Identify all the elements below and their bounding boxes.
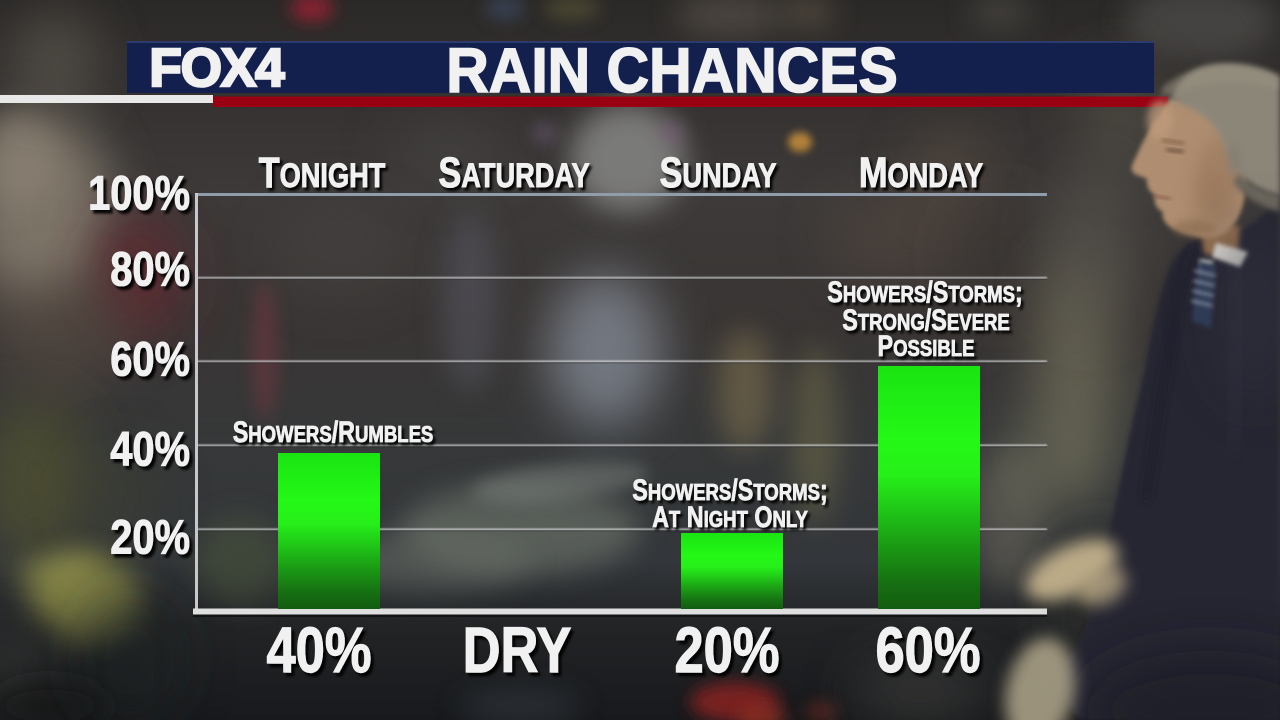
svg-text:TONIGHT: TONIGHT <box>259 149 386 196</box>
svg-text:SHOWERS/STORMS;: SHOWERS/STORMS; <box>827 275 1022 308</box>
svg-text:MONDAY: MONDAY <box>859 149 984 196</box>
svg-text:SUNDAY: SUNDAY <box>659 149 777 196</box>
svg-text:40%: 40% <box>266 615 371 686</box>
svg-text:20%: 20% <box>674 615 779 686</box>
svg-text:60%: 60% <box>875 615 980 686</box>
svg-text:DRY: DRY <box>463 615 572 686</box>
svg-text:60%: 60% <box>110 333 190 386</box>
svg-text:RAIN CHANCES: RAIN CHANCES <box>446 35 897 105</box>
svg-text:FOX4: FOX4 <box>149 39 285 99</box>
svg-text:100%: 100% <box>88 167 190 220</box>
svg-text:80%: 80% <box>110 243 190 296</box>
svg-text:SATURDAY: SATURDAY <box>438 149 590 196</box>
svg-text:40%: 40% <box>110 423 190 476</box>
svg-text:20%: 20% <box>110 511 190 564</box>
